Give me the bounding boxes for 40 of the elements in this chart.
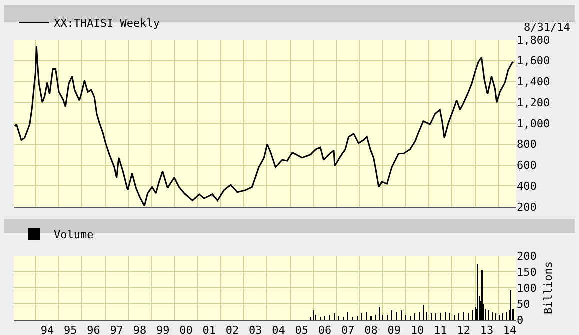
y-tick-label: 100: [517, 282, 537, 295]
y-tick-label: 1,000: [517, 117, 550, 130]
y-tick-label: 1,400: [517, 76, 550, 89]
y-tick-label: 0: [517, 314, 524, 327]
x-tick-label: 05: [295, 324, 309, 335]
x-tick-label: 99: [156, 324, 170, 335]
x-tick-label: 01: [202, 324, 216, 335]
x-tick-label: 08: [364, 324, 378, 335]
x-tick-label: 98: [133, 324, 147, 335]
x-tick-label: 11: [434, 324, 448, 335]
x-tick-label: 06: [318, 324, 332, 335]
x-tick-label: 00: [180, 324, 193, 335]
x-tick-label: 02: [226, 324, 240, 335]
y-tick-label: 150: [517, 266, 537, 279]
x-tick-label: 97: [110, 324, 124, 335]
y-tick-label: 800: [517, 138, 537, 152]
x-tick-label: 10: [410, 324, 424, 335]
x-tick-label: 96: [87, 324, 100, 335]
text: 8/31/14: [524, 21, 571, 34]
legend-label: XX:THAISI Weekly: [54, 17, 160, 30]
legend-label: Volume: [54, 228, 94, 242]
x-tick-label: 94: [40, 324, 54, 335]
x-tick-label: 14: [503, 324, 518, 335]
y-tick-label: 1,600: [517, 54, 550, 68]
y-tick-label: 1,800: [517, 34, 550, 47]
y-tick-label: 600: [517, 159, 537, 172]
y-tick-label: 400: [517, 180, 537, 193]
x-tick-label: 12: [457, 324, 470, 335]
x-tick-label: 95: [64, 324, 78, 335]
y-tick-label: 200: [517, 200, 537, 214]
x-tick-label: 03: [249, 324, 262, 335]
y-tick-label: 50: [517, 298, 530, 311]
x-tick-label: 09: [388, 324, 402, 335]
x-tick-label: 13: [480, 324, 494, 335]
y-tick-label: 200: [517, 250, 537, 263]
x-tick-label: 04: [272, 324, 286, 335]
y-axis-title: Billions: [542, 262, 556, 314]
x-tick-label: 07: [342, 324, 355, 335]
y-tick-label: 1,200: [517, 96, 550, 110]
line-series: [14, 46, 514, 207]
